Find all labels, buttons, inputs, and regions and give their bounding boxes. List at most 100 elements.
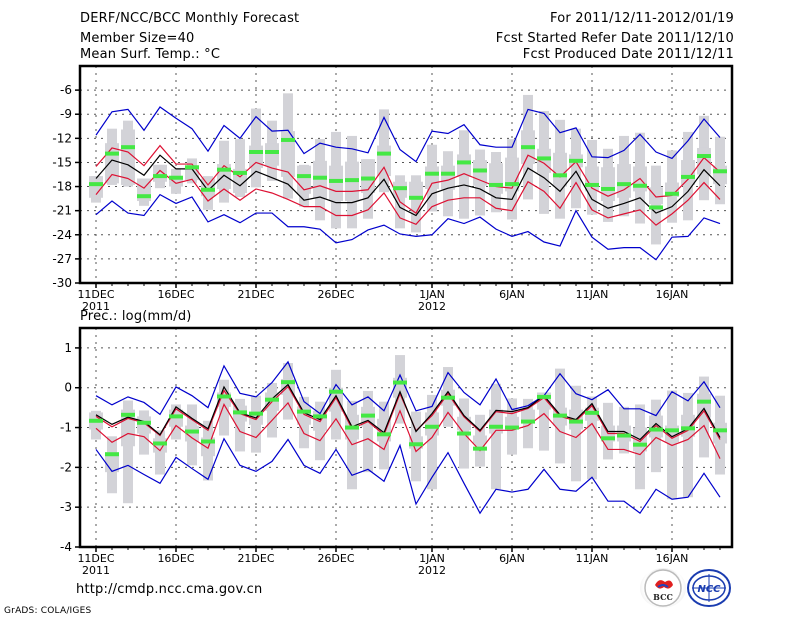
precipitation-xtick-label: 26DEC <box>317 552 354 565</box>
temperature-xtick-year-label: 2011 <box>82 300 110 313</box>
precipitation-marker <box>489 424 503 429</box>
temperature-marker <box>297 174 311 179</box>
temperature-marker <box>217 167 231 172</box>
temperature-marker <box>345 178 359 183</box>
temperature-marker <box>649 205 663 210</box>
precipitation-whisker-bar <box>683 392 693 498</box>
precipitation-whisker-bar <box>539 393 549 451</box>
precipitation-marker <box>89 418 103 423</box>
temperature-xtick-label: 11JAN <box>576 288 609 301</box>
precipitation-ytick-label: -1 <box>60 421 72 435</box>
precipitation-marker <box>361 413 375 418</box>
precipitation-marker <box>665 428 679 433</box>
precipitation-whisker-bar <box>123 400 133 504</box>
temperature-series-ensemble-mean <box>95 154 721 217</box>
precipitation-iqr-box <box>457 416 471 431</box>
precipitation-marker <box>121 412 135 417</box>
temperature-marker <box>377 151 391 156</box>
temperature-marker <box>601 186 615 191</box>
temperature-iqr-box <box>489 163 503 194</box>
temperature-iqr-box <box>649 187 663 205</box>
temperature-iqr-box <box>201 178 215 197</box>
precipitation-iqr-box <box>681 414 695 437</box>
precipitation-marker <box>137 420 151 425</box>
temperature-marker <box>89 182 103 187</box>
forecast-start-date: Fcst Started Refer Date 2011/12/10 <box>495 31 734 46</box>
precipitation-iqr-box <box>521 409 535 423</box>
temperature-marker <box>521 145 535 150</box>
temperature-iqr-box <box>505 157 519 192</box>
precipitation-whisker-bar <box>315 401 325 461</box>
bcc-logo-icon: BCC <box>644 569 682 607</box>
precipitation-marker <box>697 399 711 404</box>
temperature-marker <box>105 151 119 156</box>
temperature-iqr-box <box>89 176 103 198</box>
precipitation-xtick-label: 11DEC <box>77 552 114 565</box>
temperature-marker <box>121 145 135 150</box>
precipitation-series-lower-outer <box>95 437 721 515</box>
precipitation-xtick-label: 16JAN <box>656 552 689 565</box>
precipitation-marker <box>505 425 519 430</box>
temperature-marker <box>169 175 183 180</box>
precipitation-whisker-bar <box>587 396 597 480</box>
temperature-marker <box>153 174 167 179</box>
precipitation-marker <box>537 394 551 399</box>
source-url[interactable]: http://cmdp.ncc.cma.gov.cn <box>76 582 263 597</box>
temperature-iqr-box <box>313 160 327 199</box>
precipitation-xtick-label: 1JAN <box>419 552 445 565</box>
temperature-iqr-box <box>265 143 279 166</box>
precipitation-ytick-label: 0 <box>64 381 72 395</box>
bcc-logo: BCC <box>640 568 686 608</box>
grads-credit: GrADS: COLA/IGES <box>4 606 92 616</box>
temperature-whisker-bar <box>235 139 245 198</box>
temperature-marker <box>361 176 375 181</box>
precipitation-marker <box>521 419 535 424</box>
temperature-ytick-label: -12 <box>52 131 72 145</box>
precipitation-whisker-bar <box>363 390 373 473</box>
temperature-series-upper-outer <box>95 106 721 163</box>
temperature-marker <box>425 171 439 176</box>
precipitation-marker <box>393 380 407 385</box>
temperature-iqr-box <box>601 167 615 202</box>
precipitation-marker <box>569 419 583 424</box>
forecast-produced-date: Fcst Produced Date 2011/12/11 <box>522 47 734 62</box>
precipitation-marker <box>329 389 343 394</box>
temperature-marker <box>569 158 583 163</box>
precipitation-marker <box>633 442 647 447</box>
temperature-marker <box>281 137 295 142</box>
temperature-ytick-label: -30 <box>52 276 72 290</box>
temperature-series-lower-inner <box>95 169 721 226</box>
precipitation-marker <box>345 425 359 430</box>
temperature-iqr-box <box>361 159 375 193</box>
temperature-series-lower-outer <box>95 193 721 261</box>
temperature-ytick-label: -21 <box>52 204 72 218</box>
precipitation-xtick-year-label: 2012 <box>418 564 446 577</box>
temperature-iqr-box <box>169 176 183 187</box>
temperature-iqr-box <box>409 181 423 200</box>
temperature-marker <box>537 156 551 161</box>
temperature-xtick-label: 26DEC <box>317 288 354 301</box>
temperature-marker <box>233 170 247 175</box>
member-size: Member Size=40 <box>80 31 195 46</box>
temperature-ytick-label: -15 <box>52 155 72 169</box>
temperature-marker <box>665 191 679 196</box>
temperature-marker <box>633 183 647 188</box>
temperature-iqr-box <box>441 165 455 190</box>
precipitation-marker <box>313 414 327 419</box>
precipitation-marker <box>201 439 215 444</box>
top-panel-variable: Mean Surf. Temp.: °C <box>80 47 221 62</box>
temperature-marker <box>489 182 503 187</box>
bottom-panel-variable: Prec.: log(mm/d) <box>80 309 192 324</box>
temperature-iqr-box <box>329 165 343 202</box>
temperature-marker <box>409 195 423 200</box>
precipitation-marker <box>105 452 119 457</box>
precipitation-iqr-box <box>297 406 311 425</box>
forecast-period: For 2011/12/11-2012/01/19 <box>550 11 734 26</box>
precipitation-ytick-label: 1 <box>64 341 72 355</box>
temperature-marker <box>201 187 215 192</box>
precipitation-marker <box>681 426 695 431</box>
precipitation-marker <box>585 410 599 415</box>
temperature-whisker-bar <box>571 128 581 209</box>
precipitation-marker <box>297 409 311 414</box>
